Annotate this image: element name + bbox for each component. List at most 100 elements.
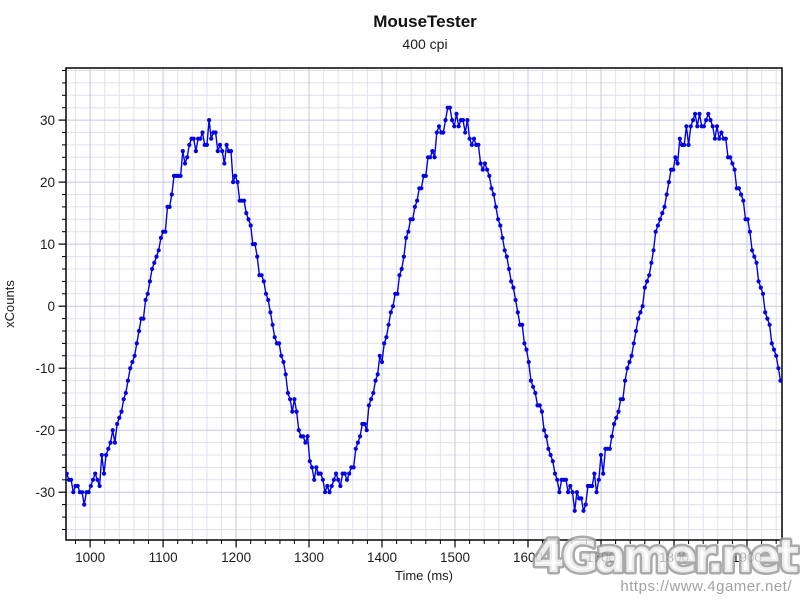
gridlines [66, 68, 782, 540]
data-point-marker [88, 483, 93, 489]
data-point-marker [198, 136, 203, 141]
data-point-marker [673, 155, 678, 160]
data-point-marker [526, 359, 531, 365]
data-point-marker [334, 471, 339, 476]
data-point-marker [471, 136, 477, 141]
data-point-marker [774, 353, 779, 358]
data-point-marker [404, 235, 409, 240]
data-point-marker [141, 316, 146, 321]
data-point-marker [513, 297, 518, 303]
data-point-marker [187, 142, 192, 147]
data-point-marker [664, 192, 669, 197]
data-point-marker [327, 490, 332, 495]
data-point-marker [719, 130, 724, 135]
data-point-marker [688, 124, 693, 129]
data-point-marker [598, 452, 604, 458]
data-point-marker [752, 254, 757, 259]
data-point-marker [546, 446, 551, 451]
data-point-marker [754, 260, 759, 265]
data-point-marker [347, 471, 352, 476]
data-point-marker [574, 490, 580, 495]
data-point-marker [152, 260, 157, 265]
data-point-marker [344, 477, 350, 482]
data-point-marker [163, 229, 168, 234]
data-point-marker [436, 124, 442, 129]
data-point-marker [607, 446, 612, 451]
data-point-marker [233, 173, 238, 178]
data-point-marker [371, 390, 376, 396]
data-point-marker [515, 310, 520, 315]
data-point-marker [121, 397, 126, 402]
data-point-marker [480, 167, 485, 172]
data-point-marker [82, 502, 87, 507]
data-point-marker [434, 130, 439, 135]
data-point-marker [428, 155, 433, 160]
data-point-marker [452, 124, 457, 129]
data-point-marker [542, 428, 547, 433]
data-point-marker [528, 378, 534, 383]
data-point-marker [653, 229, 658, 234]
data-point-marker [557, 490, 562, 495]
data-point-marker [625, 366, 630, 371]
data-point-marker [412, 204, 417, 209]
data-point-marker [406, 229, 411, 234]
data-point-marker [441, 130, 446, 135]
chart-subtitle: 400 cpi [402, 36, 447, 52]
x-tick-label: 1600 [513, 550, 543, 565]
data-point-marker [80, 490, 85, 495]
data-point-marker [224, 142, 229, 147]
y-tick-label: -10 [35, 361, 55, 376]
data-point-marker [75, 483, 80, 489]
data-point-marker [115, 421, 120, 427]
x-tick-label: 1700 [586, 550, 616, 565]
data-point-marker [616, 409, 621, 414]
y-tick-label: 10 [40, 237, 55, 252]
data-point-marker [281, 359, 286, 365]
data-point-marker [686, 142, 691, 147]
data-point-marker [178, 173, 183, 178]
data-point-marker [342, 471, 347, 476]
data-point-marker [728, 155, 733, 160]
data-point-marker [200, 130, 205, 135]
data-point-marker [666, 180, 672, 185]
data-point-marker [572, 508, 577, 513]
data-point-marker [323, 490, 328, 495]
data-point-marker [204, 142, 209, 147]
data-point-marker [456, 124, 461, 129]
data-point-marker [496, 217, 501, 222]
data-point-marker [252, 242, 258, 247]
data-point-marker [640, 304, 645, 309]
data-point-marker [119, 409, 124, 414]
data-point-marker [364, 428, 369, 433]
x-axis-label: Time (ms) [395, 568, 453, 583]
data-point-marker [723, 136, 728, 141]
data-point-marker [629, 353, 634, 358]
data-point-marker [745, 217, 750, 222]
x-tick-label: 1300 [294, 550, 324, 565]
data-point-marker [620, 397, 626, 402]
data-point-marker [309, 465, 315, 470]
data-point-marker [147, 279, 152, 284]
data-point-marker [134, 341, 139, 346]
data-point-marker [95, 477, 100, 482]
data-point-marker [671, 167, 676, 172]
data-point-marker [760, 291, 766, 296]
data-point-marker [658, 217, 663, 222]
data-point-marker [590, 483, 595, 489]
x-tick-label: 1000 [75, 550, 105, 565]
data-point-marker [467, 136, 472, 141]
data-point-marker [86, 490, 91, 495]
data-point-marker [66, 471, 69, 476]
data-point-marker [489, 186, 494, 191]
data-point-marker [767, 322, 772, 327]
data-point-marker [97, 483, 102, 489]
data-point-marker [623, 378, 628, 383]
data-point-marker [355, 440, 360, 445]
data-point-marker [90, 477, 96, 482]
data-point-marker [609, 434, 615, 439]
data-point-marker [329, 483, 334, 489]
data-point-marker [272, 335, 277, 340]
data-point-marker [270, 322, 275, 327]
data-point-marker [581, 508, 586, 513]
data-point-marker [231, 180, 236, 185]
